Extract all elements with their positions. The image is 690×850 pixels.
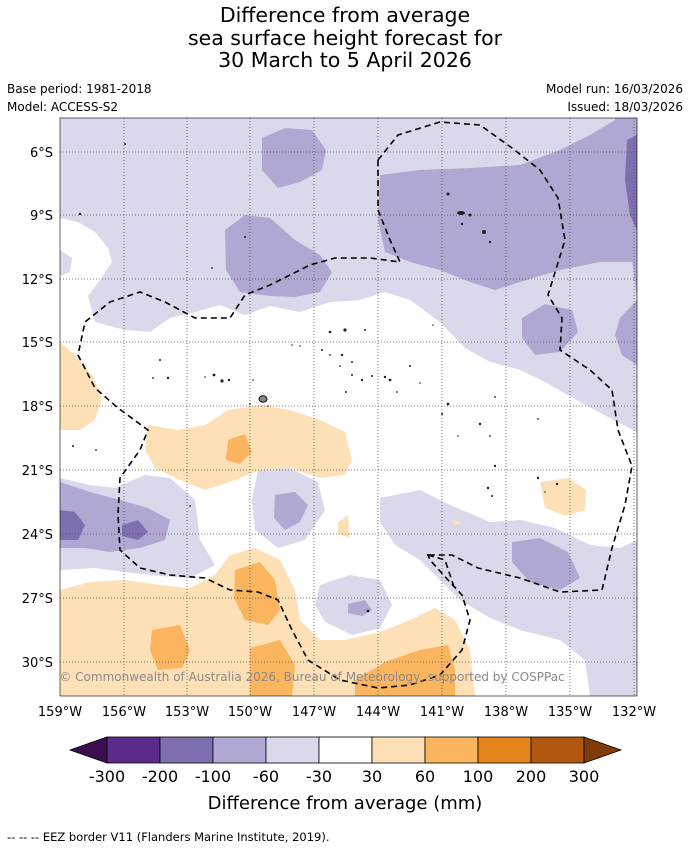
colorbar-extend-high [583,736,623,764]
anomaly-region-darkpurple-south-west-2 [122,520,148,540]
colorbar-tick: 200 [516,767,547,786]
anomaly-region-medpurple-center-south [274,492,308,530]
chart-title: Difference from average sea surface heig… [0,4,690,72]
anomaly-region-beige-west [60,342,102,430]
colorbar-segment [424,736,479,764]
lon-label: 153°W [165,705,209,720]
colorbar-extend-low [68,736,108,764]
issued-date: Issued: 18/03/2026 [567,100,683,114]
copyright-text: © Commonwealth of Australia 2026, Bureau… [59,670,564,684]
colorbar-tick: 100 [463,767,494,786]
anomaly-region-beige-small-2 [452,520,462,526]
anomaly-region-orange-south-2 [150,625,190,670]
map-area [60,118,637,696]
colorbar-tick: 300 [569,767,600,786]
colorbar-segment [477,736,532,764]
lon-label: 150°W [228,705,272,720]
lat-labels: 6°S 9°S 12°S 15°S 18°S 21°S 24°S 27°S 30… [22,146,53,671]
lon-label: 135°W [548,705,592,720]
anomaly-region-darkpurple-ne [625,135,637,230]
colorbar-tick: -300 [89,767,125,786]
colorbar-segment [265,736,320,764]
lat-label: 12°S [22,273,53,288]
anomaly-region-lightpurple-west-edge [60,250,72,276]
anomaly-region-medpurple-south-east [512,538,580,590]
colorbar-tick: 30 [362,767,382,786]
eez-borders [77,121,633,689]
lat-label: 21°S [22,464,53,479]
meta-right: Model run: 16/03/2026 Issued: 18/03/2026 [546,80,683,116]
lat-label: 30°S [22,656,53,671]
model-name: Model: ACCESS-S2 [7,100,119,114]
colorbar-tick: -200 [142,767,178,786]
footer-note: -- -- -- EEZ border V11 (Flanders Marine… [7,830,330,844]
anomaly-region-medpurple-north-east [378,118,637,290]
colorbar [68,736,623,764]
anomaly-region-lightpurple-south-east [380,490,637,696]
lon-label: 156°W [102,705,146,720]
lat-label: 9°S [30,209,53,224]
colorbar-tick: -30 [306,767,332,786]
colorbar-tick: 60 [415,767,435,786]
colorbar-label: Difference from average (mm) [208,793,483,814]
anomaly-region-darkpurple-south-west [60,510,85,540]
title-line-3: 30 March to 5 April 2026 [218,48,472,72]
colorbar-segment [159,736,214,764]
title-line-1: Difference from average [219,3,471,27]
lon-label: 144°W [356,705,400,720]
lon-label: 147°W [292,705,336,720]
grid-lines [60,118,637,696]
colorbar-tick: -60 [253,767,279,786]
title-line-2: sea surface height forecast for [187,25,503,50]
anomaly-region-orange-south-1 [234,562,280,625]
colorbar-segment [106,736,161,764]
anomaly-region-beige-small-1 [338,515,350,538]
anomaly-region-medpurple-center [225,215,332,297]
lon-label: 141°W [420,705,464,720]
colorbar-ticks: -300 -200 -100 -60 -30 30 60 100 200 300 [89,767,599,786]
colorbar-segment [318,736,373,764]
colorbar-segment [212,736,267,764]
colorbar-tick: -100 [195,767,231,786]
model-run: Model run: 16/03/2026 [545,82,683,96]
lon-labels: 159°W 156°W 153°W 150°W 147°W 144°W 141°… [38,705,656,720]
lon-label: 138°W [484,705,528,720]
lat-label: 24°S [22,528,53,543]
lat-label: 27°S [22,592,53,607]
lon-label: 159°W [38,705,82,720]
anomaly-region-medpurple-mid-south [348,600,372,616]
colorbar-segment [371,736,426,764]
map-border [59,117,638,697]
lat-label: 18°S [22,400,53,415]
anomaly-region-orange-center [226,434,252,464]
anomaly-region-medpurple-top [262,128,326,188]
lat-label: 6°S [30,146,53,161]
base-period: Base period: 1981-2018 [7,82,152,96]
anomaly-region-beige-east [540,478,586,516]
lon-label: 132°W [612,705,656,720]
meta-left: Base period: 1981-2018 Model: ACCESS-S2 [7,80,152,116]
lat-label: 15°S [22,336,53,351]
colorbar-segment [530,736,585,764]
anomaly-region-orange-south-4 [355,645,455,696]
islands [72,143,559,613]
anomaly-region-orange-south-3 [250,640,295,696]
